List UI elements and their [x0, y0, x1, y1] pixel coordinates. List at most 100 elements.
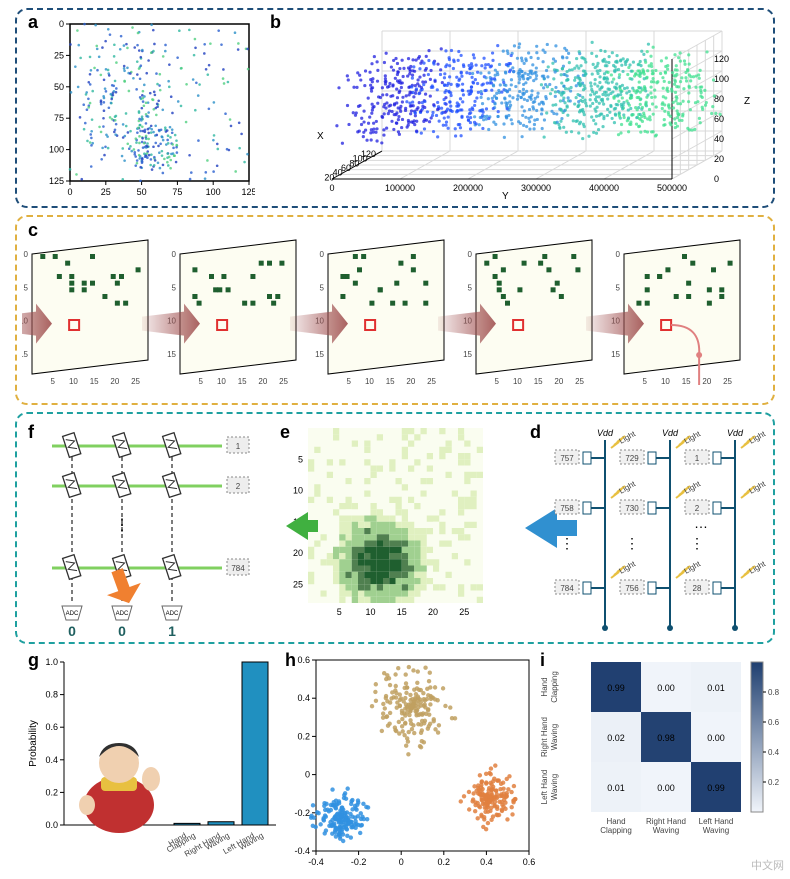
svg-text:10: 10: [217, 377, 226, 386]
svg-text:0: 0: [305, 770, 310, 780]
svg-text:Light: Light: [683, 559, 703, 576]
svg-text:200000: 200000: [453, 183, 483, 193]
svg-text:0.6: 0.6: [768, 718, 780, 727]
svg-text:20: 20: [714, 154, 724, 164]
svg-text:0.6: 0.6: [523, 857, 536, 867]
svg-text:120: 120: [361, 149, 376, 159]
svg-text:0.8: 0.8: [45, 690, 58, 700]
svg-text:20: 20: [110, 377, 119, 386]
svg-text:20: 20: [293, 548, 303, 558]
svg-text:⋮: ⋮: [625, 535, 639, 551]
svg-text:15: 15: [238, 377, 247, 386]
panel-b-scatter3d: 0100000200000300000400000500000204060801…: [272, 14, 772, 204]
svg-text:0.00: 0.00: [707, 733, 725, 743]
svg-text:Vdd: Vdd: [662, 428, 679, 438]
svg-text:784: 784: [231, 564, 245, 573]
svg-text:5: 5: [337, 607, 342, 617]
svg-text:0.00: 0.00: [657, 683, 675, 693]
svg-text:ADC: ADC: [166, 611, 179, 617]
panel-i-confusion: 0.990.000.010.020.980.000.010.000.99Hand…: [535, 650, 785, 875]
svg-text:5: 5: [616, 283, 621, 292]
svg-text:0.99: 0.99: [707, 783, 725, 793]
svg-text:50: 50: [54, 82, 64, 92]
svg-text:10: 10: [513, 377, 522, 386]
svg-text:Left Hand: Left Hand: [540, 770, 549, 805]
svg-text:Z: Z: [744, 96, 750, 107]
svg-text:0.4: 0.4: [45, 755, 58, 765]
svg-text:25: 25: [279, 377, 288, 386]
svg-text:0.0: 0.0: [45, 820, 58, 830]
svg-text:5: 5: [24, 283, 29, 292]
svg-text:Clapping: Clapping: [550, 671, 559, 703]
svg-text:Waving: Waving: [703, 826, 729, 835]
svg-text:20: 20: [702, 377, 711, 386]
svg-text:25: 25: [459, 607, 469, 617]
svg-text:0.01: 0.01: [607, 783, 625, 793]
panel-h-scatter: -0.4-0.200.20.40.6-0.4-0.200.20.40.6: [282, 650, 537, 875]
svg-text:⋮: ⋮: [560, 535, 574, 551]
svg-text:Light: Light: [748, 559, 768, 576]
svg-text:0: 0: [399, 857, 404, 867]
svg-text:15: 15: [534, 377, 543, 386]
svg-text:5: 5: [346, 377, 351, 386]
svg-text:0: 0: [59, 19, 64, 29]
svg-text:25: 25: [427, 377, 436, 386]
svg-text:50: 50: [137, 187, 147, 197]
svg-text:Light: Light: [618, 429, 638, 446]
panel-d-circuit: VddLight757Light758⋮Light784VddLight729L…: [517, 418, 772, 643]
label-a: a: [28, 12, 38, 33]
svg-text:⋮: ⋮: [114, 517, 130, 534]
svg-text:0.02: 0.02: [607, 733, 625, 743]
svg-text:20: 20: [258, 377, 267, 386]
svg-text:0: 0: [329, 183, 334, 193]
svg-text:5: 5: [642, 377, 647, 386]
svg-text:500000: 500000: [657, 183, 687, 193]
svg-text:Light: Light: [748, 479, 768, 496]
svg-text:0: 0: [118, 623, 126, 639]
svg-text:Light: Light: [748, 429, 768, 446]
svg-text:Right Hand: Right Hand: [646, 817, 686, 826]
svg-text:0: 0: [68, 623, 76, 639]
svg-text:Hand: Hand: [606, 817, 625, 826]
svg-text:5: 5: [468, 283, 473, 292]
svg-text:0: 0: [24, 250, 29, 259]
svg-text:100: 100: [714, 74, 729, 84]
svg-text:-0.2: -0.2: [351, 857, 367, 867]
svg-text:Hand: Hand: [540, 677, 549, 696]
svg-text:1: 1: [695, 454, 700, 463]
svg-text:0.8: 0.8: [768, 688, 780, 697]
svg-text:⋮: ⋮: [690, 535, 704, 551]
svg-text:15: 15: [167, 350, 176, 359]
svg-text:0.2: 0.2: [768, 778, 780, 787]
svg-text:0.4: 0.4: [480, 857, 493, 867]
svg-text:Left Hand: Left Hand: [699, 817, 734, 826]
svg-text:Waving: Waving: [653, 826, 679, 835]
svg-text:Vdd: Vdd: [727, 428, 744, 438]
svg-text:25: 25: [293, 579, 303, 589]
svg-text:Light: Light: [618, 479, 638, 496]
svg-text:5: 5: [172, 283, 177, 292]
svg-text:Light: Light: [683, 479, 703, 496]
svg-text:0: 0: [468, 250, 473, 259]
svg-text:10: 10: [661, 377, 670, 386]
svg-text:25: 25: [101, 187, 111, 197]
svg-text:1.0: 1.0: [45, 657, 58, 667]
svg-text:730: 730: [625, 504, 639, 513]
svg-text:0.00: 0.00: [657, 783, 675, 793]
svg-text:-0.4: -0.4: [308, 857, 324, 867]
svg-text:0: 0: [320, 250, 325, 259]
svg-text:Waving: Waving: [550, 774, 559, 800]
svg-text:28: 28: [693, 584, 702, 593]
svg-text:20: 20: [406, 377, 415, 386]
svg-text:784: 784: [560, 584, 574, 593]
svg-text:20: 20: [428, 607, 438, 617]
svg-text:15: 15: [611, 350, 620, 359]
panel-a-scatter: 02550751001250255075100125: [40, 18, 255, 203]
svg-text:5: 5: [50, 377, 55, 386]
svg-text:15: 15: [315, 350, 324, 359]
svg-text:10: 10: [293, 486, 303, 496]
svg-text:0.4: 0.4: [297, 693, 310, 703]
svg-text:15: 15: [463, 350, 472, 359]
svg-text:0: 0: [67, 187, 72, 197]
svg-text:0.4: 0.4: [768, 748, 780, 757]
